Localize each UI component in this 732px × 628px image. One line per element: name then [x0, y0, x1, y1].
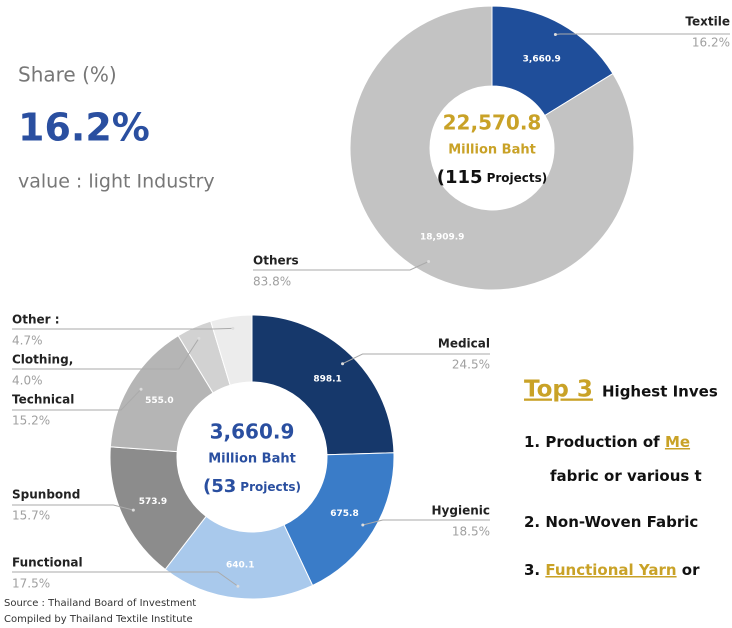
projects-count: 53	[211, 476, 236, 497]
value-label: 675.8	[330, 509, 358, 519]
category-label: Technical	[12, 393, 74, 407]
share-label: 17.5%	[12, 577, 50, 591]
projects-count: 115	[445, 167, 483, 188]
item-text: fabric or various t	[550, 467, 702, 485]
top3-item: 1. Production of Me	[524, 433, 690, 451]
source: Source : Thailand Board of Investment	[4, 598, 196, 609]
donut-hole	[430, 86, 554, 210]
value-label: 898.1	[313, 375, 341, 385]
projects-open: (	[203, 476, 211, 497]
leader-line	[253, 261, 429, 271]
value-label: 640.1	[226, 560, 254, 570]
leader-dot	[131, 508, 135, 512]
projects-close: Projects)	[487, 171, 548, 185]
share-heading: Share (%)	[18, 63, 117, 87]
category-label: Hygienic	[432, 504, 490, 518]
leader-line	[12, 504, 134, 511]
share-label: 4.7%	[12, 334, 43, 348]
source: Compiled by Thailand Textile Institute	[4, 614, 193, 625]
value-label: 18,909.9	[420, 233, 464, 243]
center-value: 22,570.8	[443, 111, 542, 135]
center-unit: Million Baht	[208, 452, 296, 467]
share-label: 83.8%	[253, 275, 291, 289]
item-text: 2. Non-Woven Fabric	[524, 513, 698, 531]
leader-line	[555, 33, 730, 36]
share-caption: value : light Industry	[18, 171, 215, 193]
donut-segment	[349, 5, 635, 291]
leader-dot	[236, 584, 240, 588]
value-label: 573.9	[139, 497, 167, 507]
center-projects: (53 Projects)	[203, 476, 301, 497]
category-label: Medical	[438, 337, 490, 351]
category-label: Other :	[12, 313, 60, 327]
projects-open: (	[437, 167, 445, 188]
leader-dot	[197, 336, 201, 340]
leader-line	[12, 338, 200, 370]
donut-hole	[177, 382, 327, 532]
share-label: 15.2%	[12, 414, 50, 428]
center-projects: (115 Projects)	[437, 167, 548, 188]
leader-line	[362, 519, 490, 526]
item-highlight: Me	[665, 433, 690, 451]
top3-item: 3. Functional Yarn or	[524, 561, 700, 579]
category-label: Functional	[12, 556, 83, 570]
category-label: Spunbond	[12, 488, 80, 502]
share-label: 18.5%	[452, 525, 490, 539]
leader-dot	[427, 259, 431, 263]
category-label: Others	[253, 254, 299, 268]
value-label: 3,660.9	[523, 54, 561, 64]
leader-dot	[553, 33, 557, 37]
top3-item: fabric or various t	[550, 467, 702, 485]
leader-dot	[361, 523, 365, 527]
category-label: Clothing,	[12, 353, 73, 367]
top3-highlight: Top 3	[524, 377, 593, 403]
center-unit: Million Baht	[448, 143, 536, 158]
top3-heading: Highest Inves	[602, 383, 718, 401]
item-text: 3.	[524, 561, 545, 579]
share-label: 4.0%	[12, 374, 43, 388]
center-value: 3,660.9	[210, 420, 295, 444]
leader-line	[342, 353, 490, 365]
item-highlight: Functional Yarn	[545, 561, 676, 579]
leader-line	[12, 571, 239, 587]
value-label: 555.0	[145, 396, 173, 406]
leader-dot	[341, 362, 345, 366]
share-label: 16.2%	[692, 36, 730, 50]
share-value: 16.2%	[18, 106, 150, 150]
share-label: 24.5%	[452, 358, 490, 372]
category-label: Textile	[685, 15, 730, 29]
leader-dot	[139, 387, 143, 391]
item-text: 1. Production of	[524, 433, 665, 451]
leader-dot	[231, 326, 235, 330]
leader-line	[12, 327, 233, 330]
leader-line	[12, 388, 142, 411]
projects-close: Projects)	[240, 480, 301, 494]
share-label: 15.7%	[12, 509, 50, 523]
item-text: or	[677, 561, 701, 579]
top3-item: 2. Non-Woven Fabric	[524, 513, 698, 531]
